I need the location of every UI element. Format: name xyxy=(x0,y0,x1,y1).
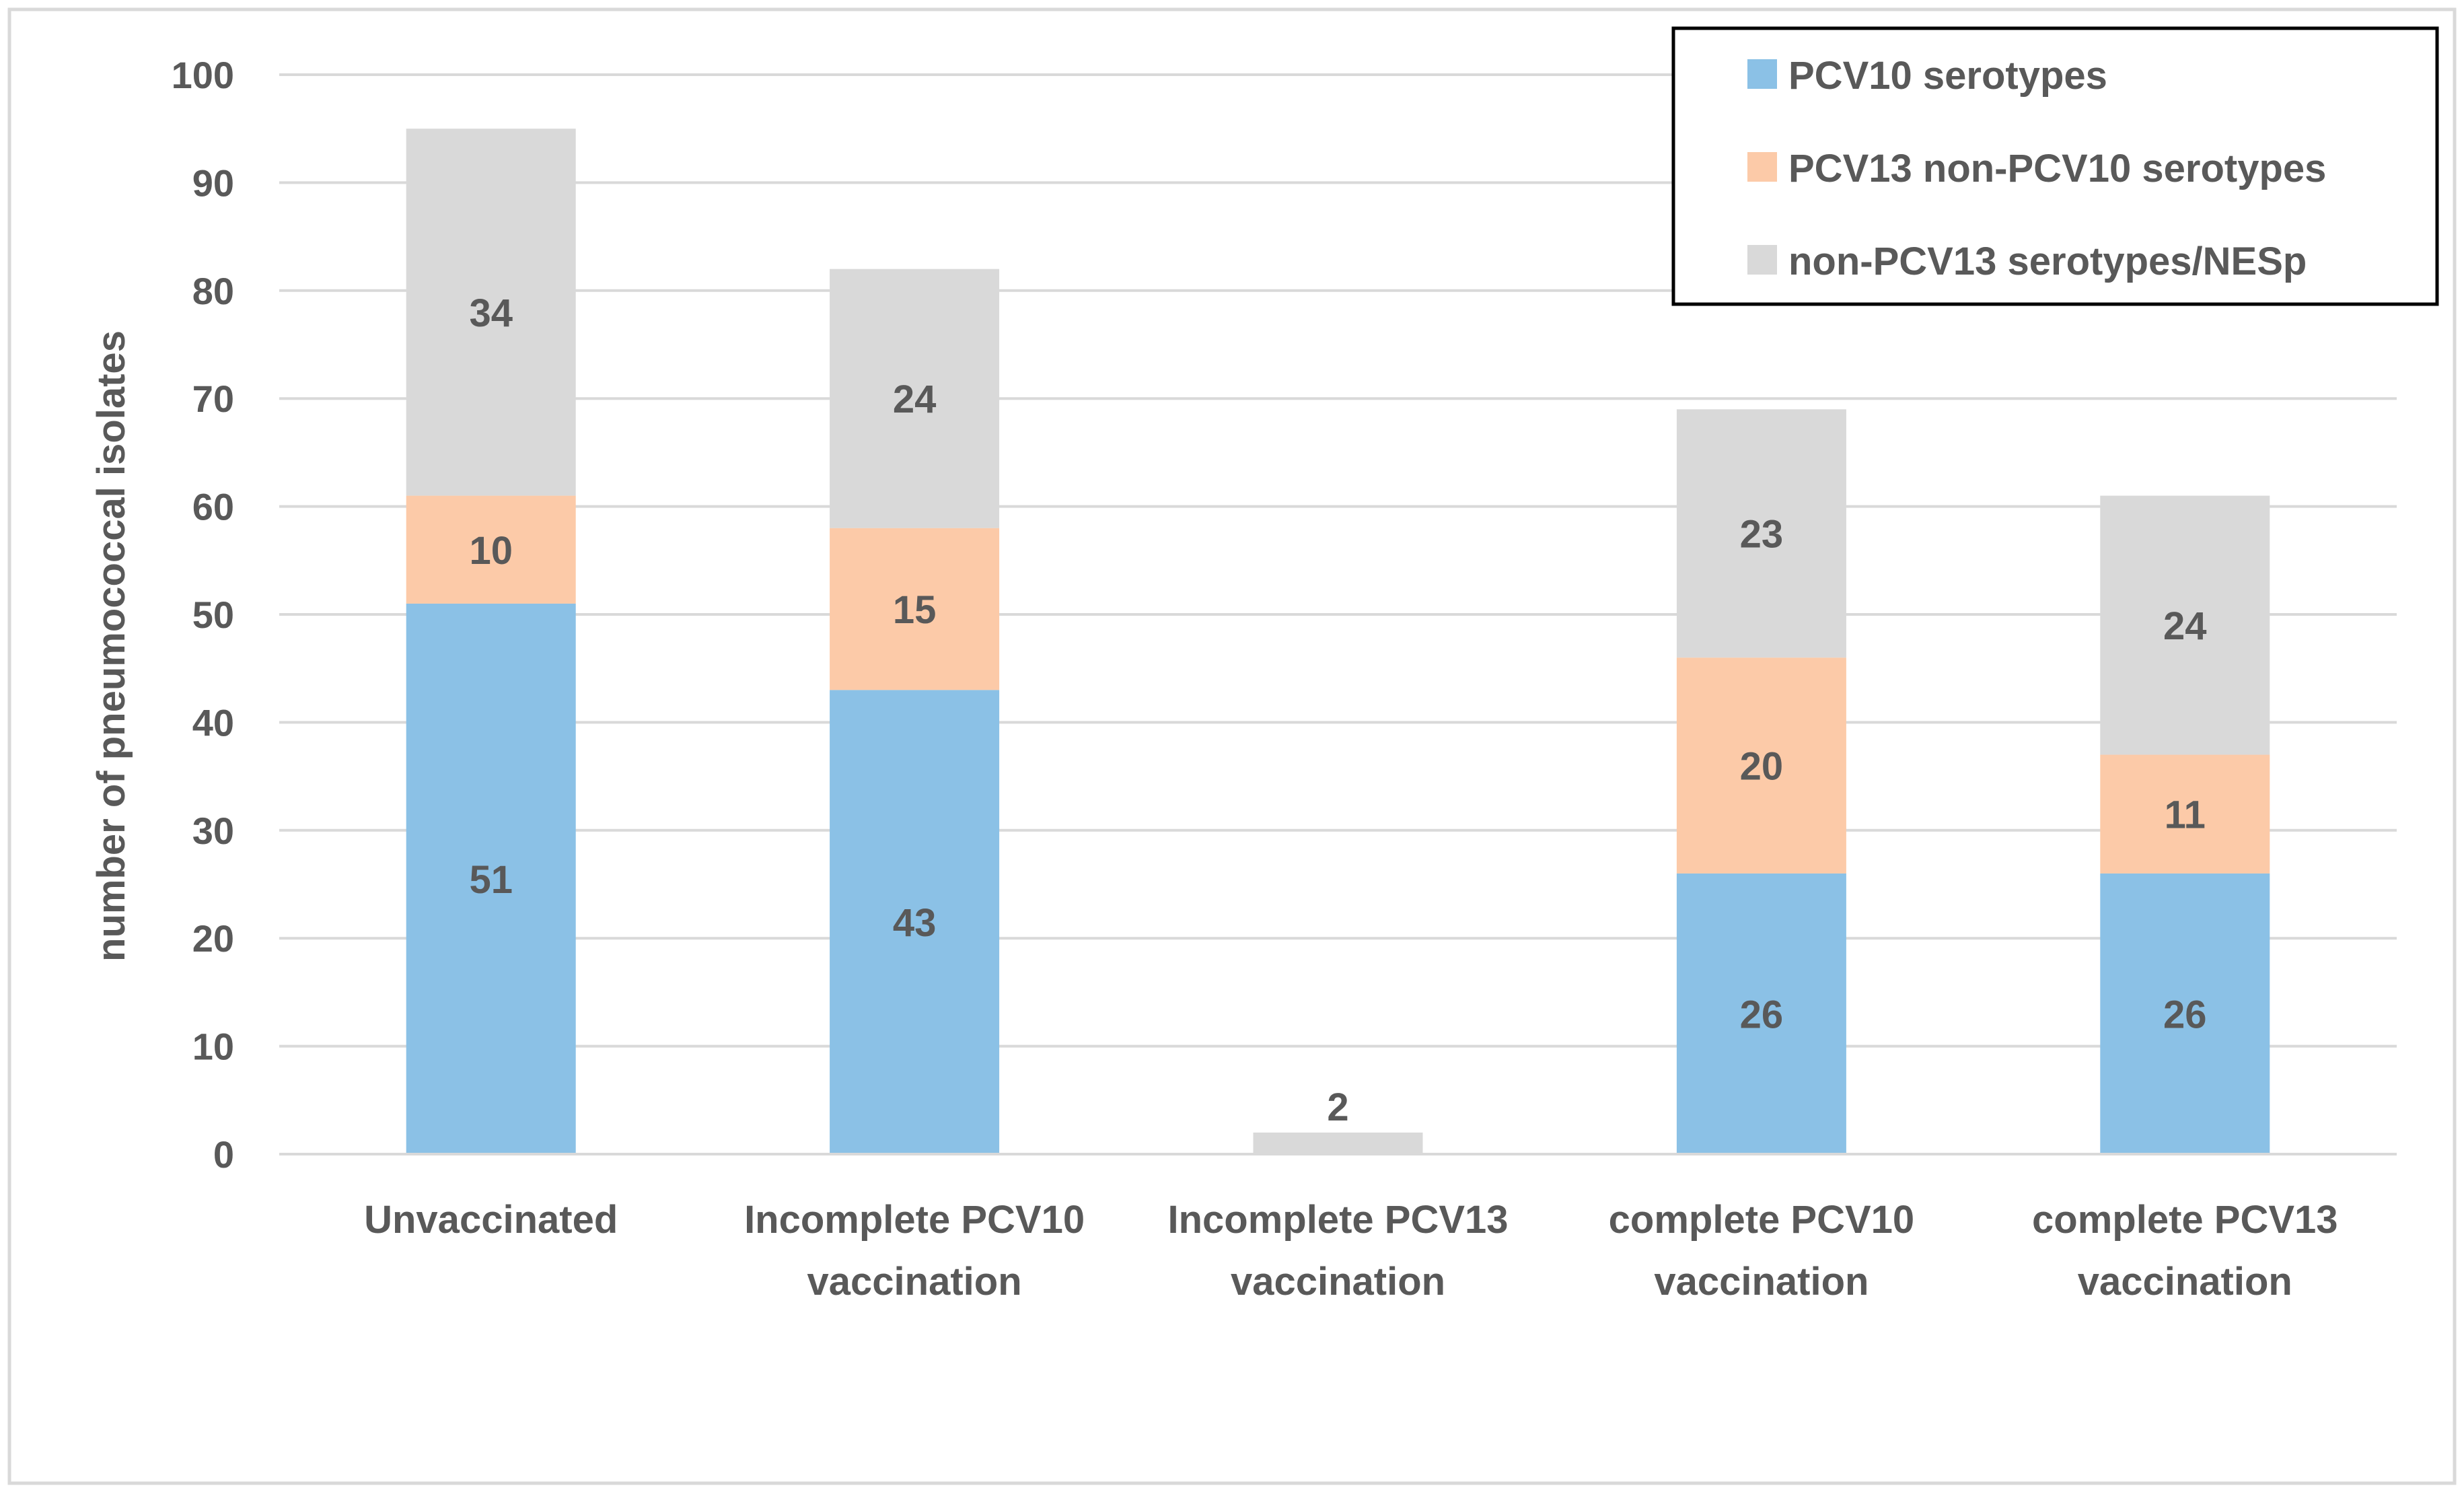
y-tick-label-20: 20 xyxy=(192,917,234,960)
bar-segment-4-series-2 xyxy=(1676,657,1846,874)
bar-segment-5-series-2 xyxy=(2100,754,2270,874)
data-label-2-series-3: 24 xyxy=(893,378,937,421)
bar-segment-1-series-2 xyxy=(406,495,576,604)
data-label-2-series-2: 15 xyxy=(893,588,937,632)
data-label-5-series-1: 26 xyxy=(2163,993,2207,1036)
x-tick-label-3-line-1: Incomplete PCV13 xyxy=(1167,1198,1508,1242)
y-tick-label-100: 100 xyxy=(172,54,234,96)
y-axis-ticks: 0 10 20 30 40 50 60 70 80 90 100 xyxy=(172,54,234,1176)
y-tick-label-90: 90 xyxy=(192,162,234,204)
legend-box xyxy=(1671,26,2439,306)
data-label-5-series-3: 24 xyxy=(2163,604,2207,648)
y-tick-label-70: 70 xyxy=(192,378,234,420)
y-tick-label-30: 30 xyxy=(192,810,234,852)
legend-items: PCV10 serotypes PCV13 non-PCV10 serotypes… xyxy=(1747,54,2326,283)
y-tick-label-40: 40 xyxy=(192,701,234,744)
legend-label-1: PCV10 serotypes xyxy=(1788,54,2107,98)
x-tick-label-4-line-1: complete PCV10 xyxy=(1609,1198,1915,1242)
x-tick-label-1-line-1: Unvaccinated xyxy=(364,1198,618,1242)
data-label-5-series-2: 11 xyxy=(2165,793,2206,837)
legend-swatch-3 xyxy=(1747,245,1777,275)
legend-label-2: PCV13 non-PCV10 serotypes xyxy=(1788,147,2326,190)
bars xyxy=(279,129,2397,1155)
data-label-3-series-3: 2 xyxy=(1327,1085,1348,1129)
bar-segment-5-series-1 xyxy=(2100,873,2270,1154)
bar-segment-2-series-1 xyxy=(830,690,1000,1154)
x-tick-label-5-line-2: vaccination xyxy=(2078,1260,2292,1304)
x-tick-label-2-line-2: vaccination xyxy=(807,1260,1022,1304)
y-tick-label-80: 80 xyxy=(192,270,234,312)
data-labels: 51 10 34 43 15 24 2 26 20 23 26 11 24 xyxy=(469,291,2206,1129)
data-label-4-series-1: 26 xyxy=(1740,993,1784,1036)
y-tick-label-50: 50 xyxy=(192,594,234,636)
data-label-4-series-2: 20 xyxy=(1740,745,1784,789)
legend: PCV10 serotypes PCV13 non-PCV10 serotypes… xyxy=(1671,26,2439,306)
y-axis-label: number of pneumococcal isolates xyxy=(89,330,133,962)
bar-segment-5-series-3 xyxy=(2100,495,2270,755)
x-tick-label-4-line-2: vaccination xyxy=(1654,1260,1869,1304)
data-label-1-series-1: 51 xyxy=(469,858,513,902)
data-label-4-series-3: 23 xyxy=(1740,513,1784,557)
x-axis-ticks: Unvaccinated Incomplete PCV10 vaccination I… xyxy=(364,1198,2338,1304)
bar-segment-4-series-1 xyxy=(1676,873,1846,1154)
bar-segment-1-series-3 xyxy=(406,129,576,496)
legend-swatch-1 xyxy=(1747,59,1777,89)
bar-segment-2-series-2 xyxy=(830,528,1000,690)
legend-swatch-2 xyxy=(1747,152,1777,182)
x-tick-label-5-line-1: complete PCV13 xyxy=(2032,1198,2338,1242)
data-label-1-series-2: 10 xyxy=(469,529,513,573)
bar-segment-3-series-3 xyxy=(1253,1132,1423,1154)
bar-segment-1-series-1 xyxy=(406,603,576,1154)
x-tick-label-2-line-1: Incomplete PCV10 xyxy=(744,1198,1085,1242)
bar-segment-2-series-3 xyxy=(830,269,1000,528)
y-tick-label-10: 10 xyxy=(192,1026,234,1068)
data-label-1-series-3: 34 xyxy=(469,291,513,335)
legend-label-3: non-PCV13 serotypes/NESp xyxy=(1788,240,2307,283)
data-label-2-series-1: 43 xyxy=(893,901,937,945)
bar-segment-4-series-3 xyxy=(1676,409,1846,658)
y-tick-label-60: 60 xyxy=(192,486,234,528)
y-tick-label-0: 0 xyxy=(213,1133,234,1176)
x-tick-label-3-line-2: vaccination xyxy=(1231,1260,1445,1304)
